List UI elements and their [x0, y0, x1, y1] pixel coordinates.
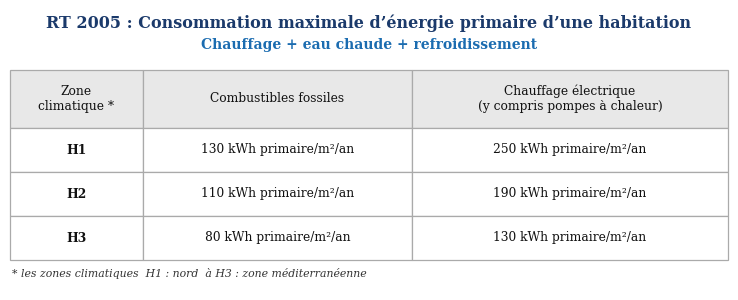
Text: 250 kWh primaire/m²/an: 250 kWh primaire/m²/an [493, 143, 646, 157]
Text: 130 kWh primaire/m²/an: 130 kWh primaire/m²/an [201, 143, 354, 157]
Text: 110 kWh primaire/m²/an: 110 kWh primaire/m²/an [201, 188, 354, 200]
Text: H1: H1 [66, 143, 86, 157]
Text: Zone
climatique *: Zone climatique * [38, 85, 114, 113]
Bar [10, 216, 143, 260]
Bar [412, 216, 728, 260]
Bar [10, 172, 143, 216]
Bar [10, 128, 143, 172]
Text: Combustibles fossiles: Combustibles fossiles [210, 92, 345, 106]
Text: Chauffage + eau chaude + refroidissement: Chauffage + eau chaude + refroidissement [201, 38, 537, 52]
Bar [412, 128, 728, 172]
Text: H3: H3 [66, 232, 86, 244]
Text: Chauffage électrique
(y compris pompes à chaleur): Chauffage électrique (y compris pompes à… [477, 85, 663, 113]
Text: RT 2005 : Consommation maximale d’énergie primaire d’une habitation: RT 2005 : Consommation maximale d’énergi… [46, 14, 692, 32]
Text: 130 kWh primaire/m²/an: 130 kWh primaire/m²/an [494, 232, 646, 244]
Bar [143, 70, 412, 128]
Text: H2: H2 [66, 188, 86, 200]
Bar [10, 70, 143, 128]
Text: 80 kWh primaire/m²/an: 80 kWh primaire/m²/an [204, 232, 351, 244]
Bar [412, 172, 728, 216]
Bar [143, 172, 412, 216]
Bar [412, 70, 728, 128]
Text: * les zones climatiques  H1 : nord  à H3 : zone méditerranéenne: * les zones climatiques H1 : nord à H3 :… [12, 268, 367, 279]
Bar [143, 216, 412, 260]
Text: 190 kWh primaire/m²/an: 190 kWh primaire/m²/an [493, 188, 646, 200]
Bar [143, 128, 412, 172]
